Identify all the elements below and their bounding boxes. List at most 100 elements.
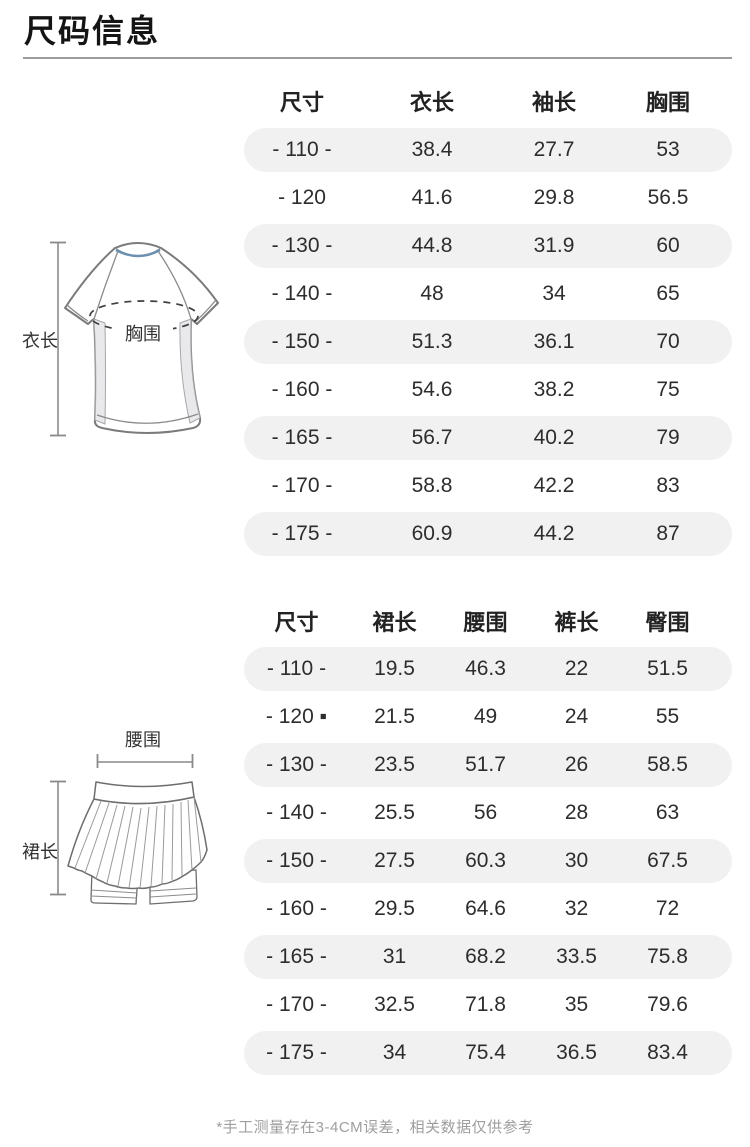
value-cell: 49 bbox=[473, 705, 498, 728]
value-cell: 79.6 bbox=[647, 993, 688, 1016]
value-cell: 51.5 bbox=[647, 657, 688, 680]
bottom-size-table: 尺寸 裙长 腰围 裤长 臀围 - 110 - 19.5 46.3 22 51.5… bbox=[244, 608, 732, 1079]
top-size-table: 尺寸 衣长 袖长 胸围 - 110 - 38.4 27.7 53 - 120 4… bbox=[244, 88, 732, 560]
table-row: - 175 - 60.9 44.2 87 bbox=[244, 512, 732, 556]
value-cell: 42.2 bbox=[533, 474, 575, 497]
waist-measure-line bbox=[96, 754, 194, 768]
value-cell: 30 bbox=[564, 849, 589, 872]
table-header-row: 尺寸 衣长 袖长 胸围 bbox=[244, 88, 732, 115]
page-title: 尺码信息 bbox=[24, 13, 161, 49]
value-cell: 19.5 bbox=[374, 657, 415, 680]
value-cell: 32.5 bbox=[374, 993, 415, 1016]
table-row: - 120 41.6 29.8 56.5 bbox=[244, 176, 732, 220]
value-cell: 27.7 bbox=[533, 138, 575, 161]
size-cell: - 175 - bbox=[271, 522, 333, 545]
value-cell: 53 bbox=[656, 138, 680, 161]
size-cell: - 150 - bbox=[271, 330, 333, 353]
size-cell: - 140 - bbox=[266, 801, 327, 824]
value-cell: 60.3 bbox=[465, 849, 506, 872]
value-cell: 38.4 bbox=[411, 138, 453, 161]
value-cell: 32 bbox=[564, 897, 589, 920]
column-header: 裙长 bbox=[372, 610, 417, 635]
value-cell: 56.7 bbox=[411, 426, 453, 449]
column-header: 胸围 bbox=[645, 90, 690, 115]
value-cell: 28 bbox=[564, 801, 589, 824]
value-cell: 36.5 bbox=[556, 1041, 597, 1064]
size-cell: - 170 - bbox=[271, 474, 333, 497]
waist-label: 腰围 bbox=[125, 730, 161, 750]
table-row: - 170 - 58.8 42.2 83 bbox=[244, 464, 732, 508]
column-header: 臀围 bbox=[645, 610, 690, 635]
value-cell: 36.1 bbox=[533, 330, 575, 353]
value-cell: 60.9 bbox=[411, 522, 453, 545]
value-cell: 46.3 bbox=[465, 657, 506, 680]
value-cell: 75.8 bbox=[647, 945, 688, 968]
table-row: - 110 - 38.4 27.7 53 bbox=[244, 128, 732, 172]
table-row: - 175 - 34 75.4 36.5 83.4 bbox=[244, 1031, 732, 1075]
value-cell: 58.8 bbox=[411, 474, 453, 497]
value-cell: 63 bbox=[655, 801, 680, 824]
size-cell: - 130 - bbox=[266, 753, 327, 776]
size-cell: - 130 - bbox=[271, 234, 333, 257]
column-header: 尺寸 bbox=[274, 610, 319, 635]
value-cell: 70 bbox=[656, 330, 680, 353]
table-row: - 130 - 23.5 51.7 26 58.5 bbox=[244, 743, 732, 787]
collar-accent bbox=[115, 248, 161, 258]
chest-label: 胸围 bbox=[113, 320, 173, 346]
size-cell: - 160 - bbox=[266, 897, 327, 920]
size-cell: - 110 - bbox=[272, 138, 332, 161]
value-cell: 44.2 bbox=[533, 522, 575, 545]
value-cell: 56 bbox=[473, 801, 498, 824]
table-row: - 160 - 54.6 38.2 75 bbox=[244, 368, 732, 412]
value-cell: 44.8 bbox=[411, 234, 453, 257]
value-cell: 22 bbox=[564, 657, 589, 680]
value-cell: 31.9 bbox=[533, 234, 575, 257]
value-cell: 55 bbox=[655, 705, 680, 728]
table-row: - 140 - 48 34 65 bbox=[244, 272, 732, 316]
value-cell: 48 bbox=[420, 282, 444, 305]
value-cell: 25.5 bbox=[374, 801, 415, 824]
table-row: - 165 - 56.7 40.2 79 bbox=[244, 416, 732, 460]
value-cell: 60 bbox=[656, 234, 680, 257]
table-row: - 170 - 32.5 71.8 35 79.6 bbox=[244, 983, 732, 1027]
value-cell: 75 bbox=[656, 378, 680, 401]
table-row: - 140 - 25.5 56 28 63 bbox=[244, 791, 732, 835]
value-cell: 21.5 bbox=[374, 705, 415, 728]
size-cell: - 120 bbox=[278, 186, 326, 209]
size-cell: - 150 - bbox=[266, 849, 327, 872]
shirt-length-label: 衣长 bbox=[22, 331, 58, 351]
value-cell: 79 bbox=[656, 426, 680, 449]
size-cell: - 120 ▪ bbox=[265, 705, 328, 728]
skirt-length-label: 裙长 bbox=[22, 842, 58, 862]
value-cell: 54.6 bbox=[411, 378, 453, 401]
size-cell: - 160 - bbox=[271, 378, 333, 401]
shirt-length-measure-line bbox=[50, 241, 66, 437]
table-row: - 165 - 31 68.2 33.5 75.8 bbox=[244, 935, 732, 979]
column-header: 袖长 bbox=[531, 90, 576, 115]
skirt-sketch bbox=[67, 781, 208, 905]
value-cell: 67.5 bbox=[647, 849, 688, 872]
size-cell: - 170 - bbox=[266, 993, 327, 1016]
skirt-length-measure-line bbox=[50, 780, 66, 896]
value-cell: 56.5 bbox=[647, 186, 689, 209]
value-cell: 51.3 bbox=[411, 330, 453, 353]
table-header-row: 尺寸 裙长 腰围 裤长 臀围 bbox=[244, 608, 732, 635]
size-cell: - 165 - bbox=[271, 426, 333, 449]
value-cell: 65 bbox=[656, 282, 680, 305]
value-cell: 68.2 bbox=[465, 945, 506, 968]
value-cell: 31 bbox=[382, 945, 407, 968]
size-cell: - 140 - bbox=[271, 282, 333, 305]
value-cell: 75.4 bbox=[465, 1041, 506, 1064]
value-cell: 83.4 bbox=[647, 1041, 688, 1064]
value-cell: 87 bbox=[656, 522, 680, 545]
value-cell: 34 bbox=[382, 1041, 407, 1064]
value-cell: 71.8 bbox=[465, 993, 506, 1016]
table-row: - 130 - 44.8 31.9 60 bbox=[244, 224, 732, 268]
value-cell: 72 bbox=[655, 897, 680, 920]
size-cell: - 165 - bbox=[266, 945, 327, 968]
value-cell: 51.7 bbox=[465, 753, 506, 776]
title-divider bbox=[23, 57, 732, 59]
table-row: - 110 - 19.5 46.3 22 51.5 bbox=[244, 647, 732, 691]
value-cell: 34 bbox=[542, 282, 566, 305]
